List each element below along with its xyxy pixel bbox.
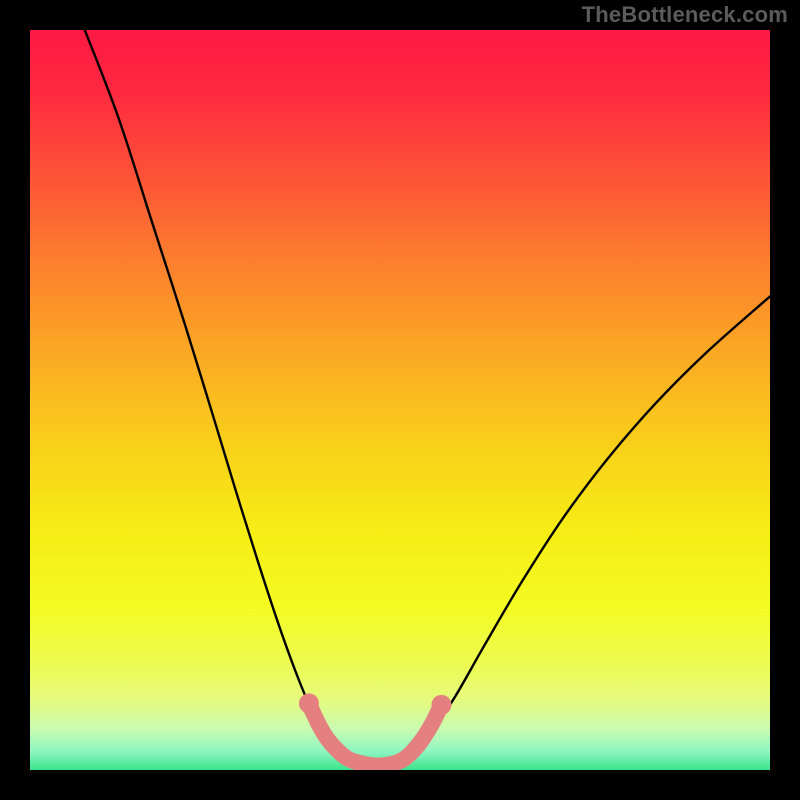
watermark-text: TheBottleneck.com	[582, 2, 788, 28]
bottleneck-curve	[85, 30, 770, 766]
chart-frame: TheBottleneck.com	[0, 0, 800, 800]
floor-overlay-endpoint-0	[299, 693, 319, 713]
floor-overlay-stroke	[311, 709, 438, 766]
plot-area	[30, 30, 770, 770]
floor-overlay-endpoint-1	[431, 695, 451, 715]
curve-svg	[30, 30, 770, 770]
